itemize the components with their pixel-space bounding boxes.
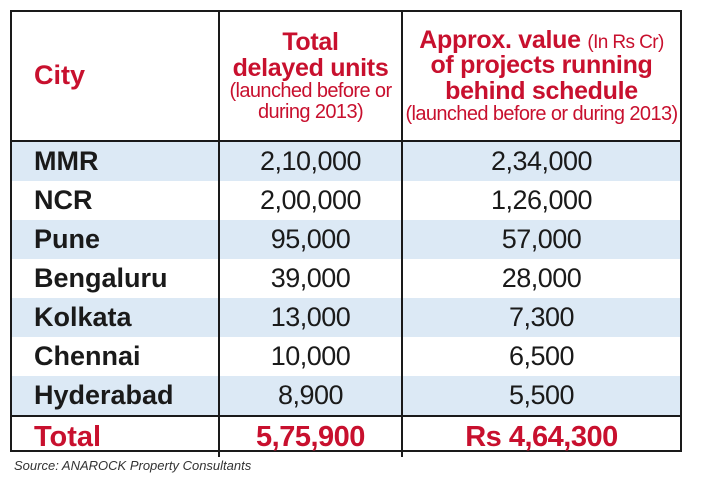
header-value-line2: of projects running — [430, 51, 653, 80]
header-units-line1: Total — [282, 28, 339, 57]
data-table-frame: City Total delayed units (launched befor… — [10, 10, 682, 457]
header-value-note: (launched before or during 2013) — [405, 103, 678, 126]
row-approx-value: 7,300 — [402, 298, 680, 337]
table-row: Hyderabad 8,900 5,500 — [12, 376, 680, 416]
row-delayed-units: 95,000 — [219, 220, 403, 259]
source-caption: Source: ANAROCK Property Consultants — [14, 458, 252, 473]
delayed-projects-table: City Total delayed units (launched befor… — [12, 12, 680, 457]
row-city: Kolkata — [12, 298, 220, 337]
header-value-line3: behind schedule — [445, 76, 638, 105]
header-units-note: (launched before or during 2013) — [229, 80, 392, 123]
header-city: City — [12, 12, 220, 142]
row-city: Pune — [12, 220, 220, 259]
row-approx-value: 2,34,000 — [402, 141, 680, 181]
row-approx-value: 57,000 — [402, 220, 680, 259]
row-city: Chennai — [12, 337, 220, 376]
table-header-row: City Total delayed units (launched befor… — [12, 12, 680, 142]
header-approx-value: Approx. value (In Rs Cr) of projects run… — [402, 12, 680, 142]
row-city: Bengaluru — [12, 259, 220, 298]
row-city: NCR — [12, 181, 220, 220]
header-value-unit: (In Rs Cr) — [587, 31, 664, 53]
total-approx-value: Rs 4,64,300 — [402, 415, 680, 457]
table-row: Pune 95,000 57,000 — [12, 220, 680, 259]
total-row: Total 5,75,900 Rs 4,64,300 — [12, 415, 680, 457]
total-label: Total — [12, 415, 220, 457]
row-approx-value: 5,500 — [402, 376, 680, 416]
row-approx-value: 28,000 — [402, 259, 680, 298]
header-value-line1-wrap: Approx. value (In Rs Cr) — [403, 25, 680, 54]
header-delayed-units: Total delayed units (launched before or … — [219, 12, 403, 142]
row-approx-value: 6,500 — [402, 337, 680, 376]
row-delayed-units: 8,900 — [219, 376, 403, 416]
table-row: Bengaluru 39,000 28,000 — [12, 259, 680, 298]
total-delayed-units: 5,75,900 — [219, 415, 403, 457]
row-delayed-units: 13,000 — [219, 298, 403, 337]
row-approx-value: 1,26,000 — [402, 181, 680, 220]
row-city: MMR — [12, 141, 220, 181]
header-value-line1: Approx. value — [419, 25, 581, 54]
row-delayed-units: 2,00,000 — [219, 181, 403, 220]
table-row: Chennai 10,000 6,500 — [12, 337, 680, 376]
header-units-line2: delayed units — [232, 53, 389, 82]
row-city: Hyderabad — [12, 376, 220, 416]
table-row: Kolkata 13,000 7,300 — [12, 298, 680, 337]
table-row: MMR 2,10,000 2,34,000 — [12, 141, 680, 181]
row-delayed-units: 2,10,000 — [219, 141, 403, 181]
row-delayed-units: 10,000 — [219, 337, 403, 376]
table-row: NCR 2,00,000 1,26,000 — [12, 181, 680, 220]
row-delayed-units: 39,000 — [219, 259, 403, 298]
